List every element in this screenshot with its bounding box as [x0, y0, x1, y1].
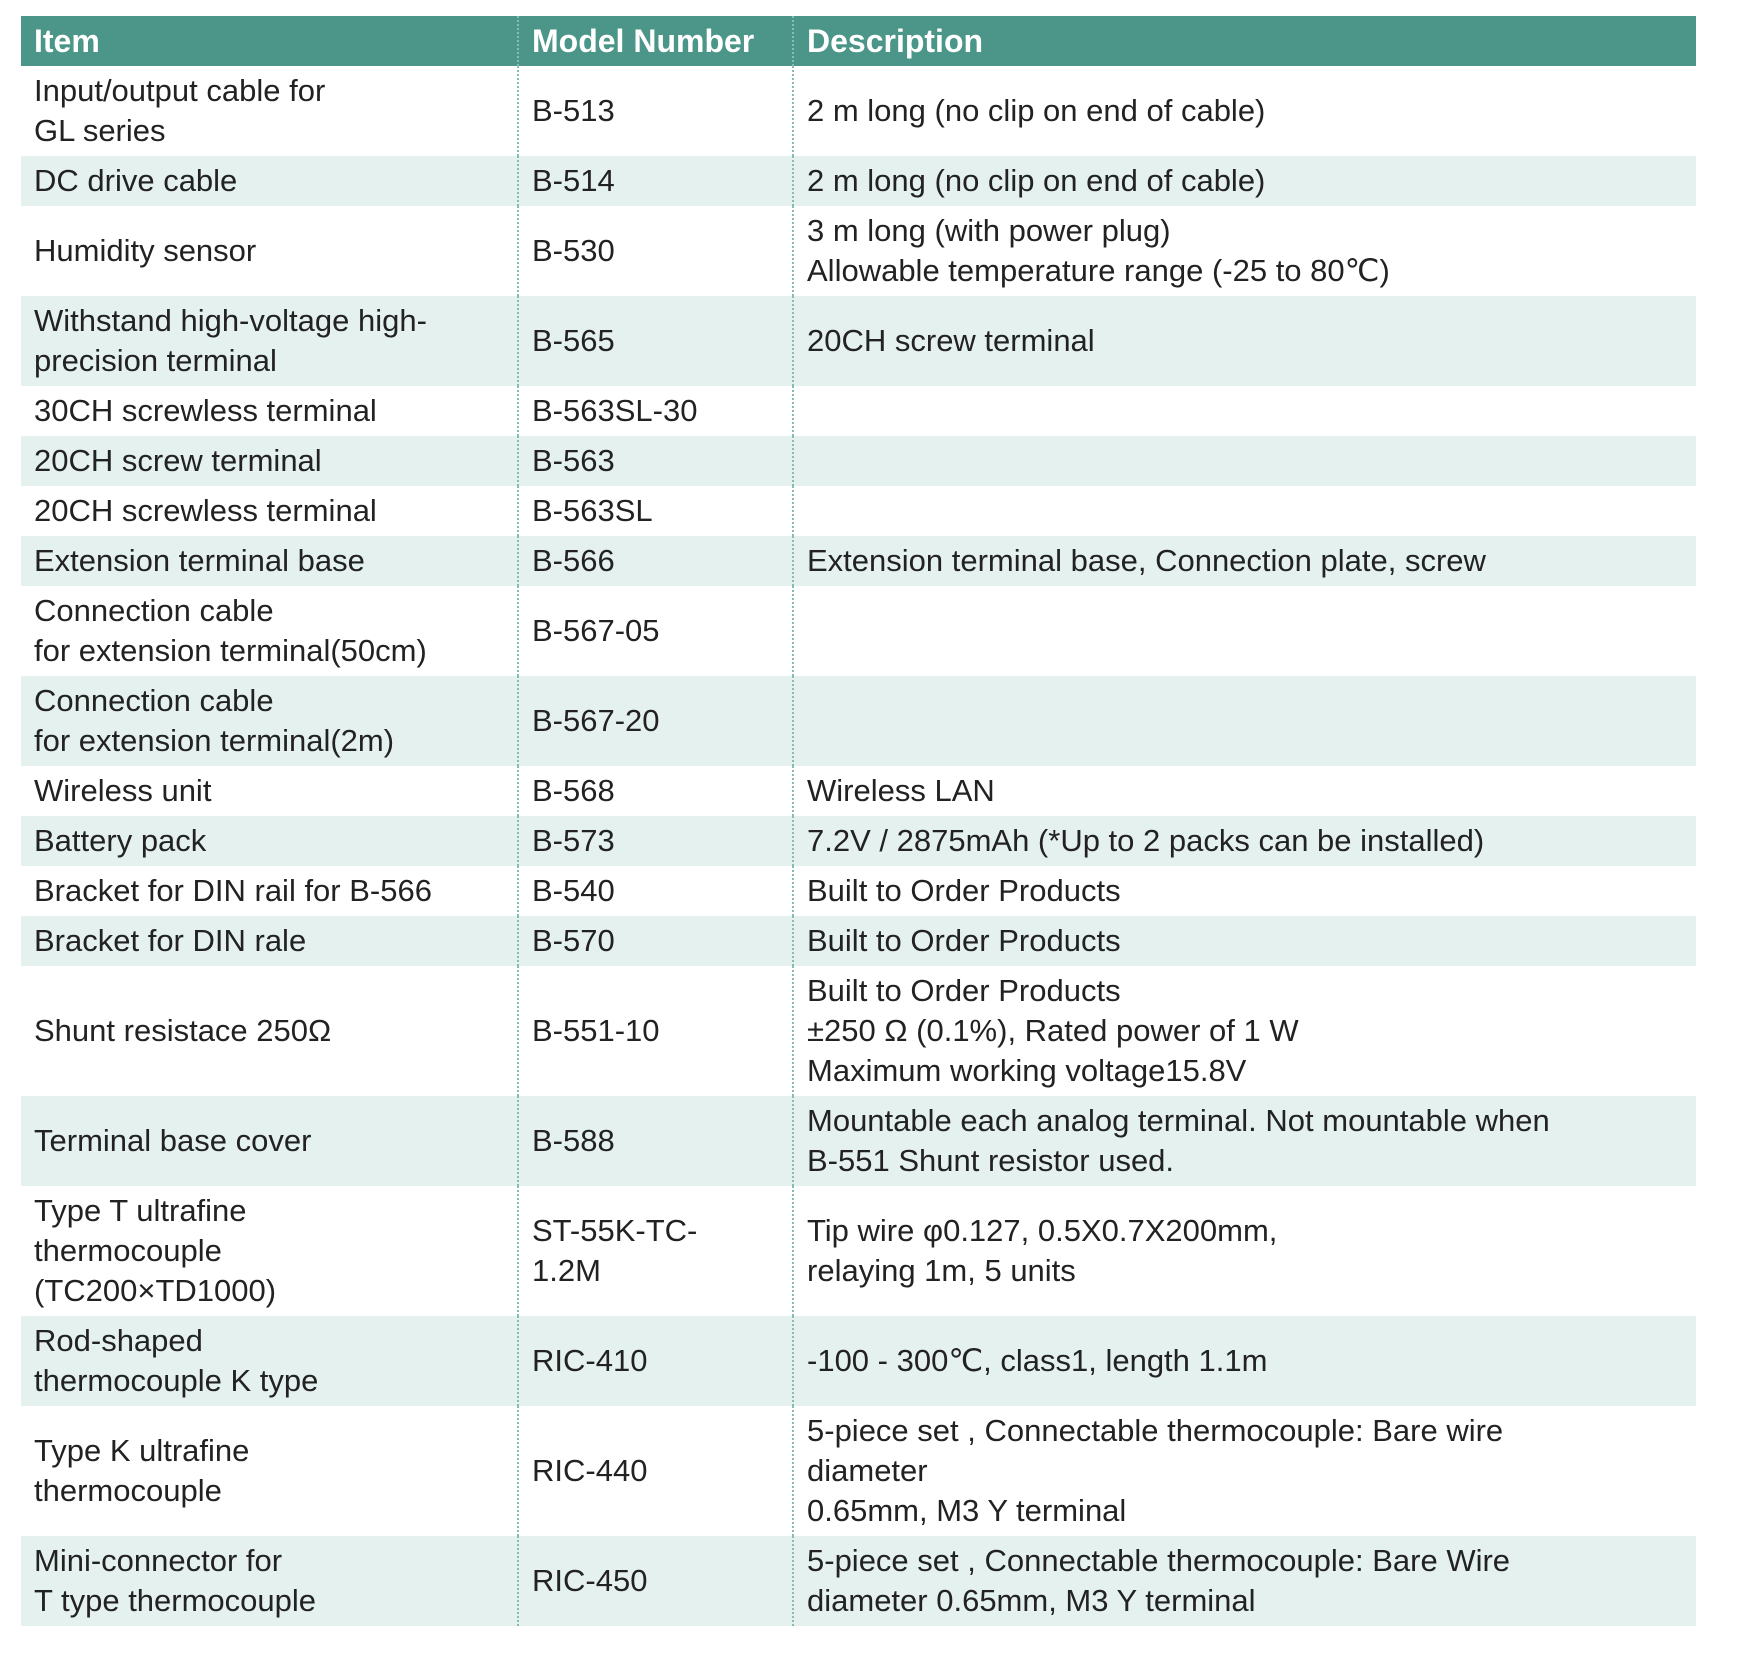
table-row: Mini-connector for T type thermocouple RI… [21, 1536, 1696, 1626]
cell-item: Bracket for DIN rale [34, 923, 307, 958]
cell-item: Input/output cable for GL series [34, 73, 326, 148]
cell-item: Bracket for DIN rail for B-566 [34, 873, 432, 908]
cell-description: Tip wire φ0.127, 0.5X0.7X200mm, relaying… [792, 1186, 1696, 1316]
table-row: Connection cable for extension terminal(… [21, 676, 1696, 766]
cell-description: 5-piece set , Connectable thermocouple: … [792, 1536, 1696, 1626]
table-row: Bracket for DIN rale B-570 Built to Order … [21, 916, 1696, 966]
cell-description: 20CH screw terminal [792, 296, 1696, 386]
cell-model-number: B-551-10 [517, 966, 793, 1096]
table-row: Wireless unit B-568 Wireless LAN [21, 766, 1696, 816]
table-header: Item Model Number Description [21, 16, 1696, 66]
table-row: Shunt resistace 250Ω B-551-10 Built to Ord… [21, 966, 1696, 1096]
table-row: 20CH screwless terminal B-563SL [21, 486, 1696, 536]
cell-item: Withstand high-voltage high- precision t… [34, 303, 427, 378]
header-item: Item [21, 16, 518, 66]
cell-item: Extension terminal base [34, 543, 365, 578]
cell-model-number: B-563SL-30 [517, 386, 793, 436]
cell-description: Mountable each analog terminal. Not moun… [792, 1096, 1696, 1186]
table-row: Bracket for DIN rail for B-566 B-540 Built… [21, 866, 1696, 916]
cell-model-number: RIC-450 [517, 1536, 793, 1626]
cell-model-number: B-530 [517, 206, 793, 296]
accessories-table-container: Item Model Number Description Input/outp… [21, 16, 1696, 1626]
table-row: Extension terminal base B-566 Extension te… [21, 536, 1696, 586]
cell-model-number: B-514 [517, 156, 793, 206]
cell-item: Connection cable for extension terminal(… [34, 683, 395, 758]
cell-description [792, 386, 1696, 436]
table-row: Connection cable for extension terminal(… [21, 586, 1696, 676]
cell-item: Shunt resistace 250Ω [34, 1013, 332, 1048]
header-row: Item Model Number Description [21, 16, 1696, 66]
cell-model-number: B-570 [517, 916, 793, 966]
cell-item: Wireless unit [34, 773, 212, 808]
table-row: Type K ultrafine thermocouple RIC-440 5-pi… [21, 1406, 1696, 1536]
cell-model-number: B-513 [517, 66, 793, 156]
cell-item: Connection cable for extension terminal(… [34, 593, 427, 668]
cell-model-number: B-573 [517, 816, 793, 866]
cell-description: 5-piece set , Connectable thermocouple: … [792, 1406, 1696, 1536]
cell-item: 30CH screwless terminal [34, 393, 377, 428]
accessories-table: Item Model Number Description Input/outp… [21, 16, 1696, 1626]
table-row: Withstand high-voltage high- precision t… [21, 296, 1696, 386]
cell-description [792, 586, 1696, 676]
cell-item: Mini-connector for T type thermocouple [34, 1543, 317, 1618]
cell-model-number: B-588 [517, 1096, 793, 1186]
cell-item: Rod-shaped thermocouple K type [34, 1323, 319, 1398]
cell-item: Type K ultrafine thermocouple [34, 1433, 250, 1508]
table-body: Input/output cable for GL series B-513 2 m… [21, 66, 1696, 1626]
cell-item: 20CH screwless terminal [34, 493, 377, 528]
table-row: Humidity sensor B-530 3 m long (with power… [21, 206, 1696, 296]
cell-description: Built to Order Products [792, 866, 1696, 916]
cell-model-number: ST-55K-TC- 1.2M [517, 1186, 793, 1316]
cell-description: -100 - 300℃, class1, length 1.1m [792, 1316, 1696, 1406]
cell-item: 20CH screw terminal [34, 443, 322, 478]
cell-description: 2 m long (no clip on end of cable) [792, 66, 1696, 156]
cell-description [792, 436, 1696, 486]
cell-description: 3 m long (with power plug) Allowable tem… [792, 206, 1696, 296]
cell-item: Battery pack [34, 823, 207, 858]
table-row: Input/output cable for GL series B-513 2 m… [21, 66, 1696, 156]
cell-model-number: RIC-440 [517, 1406, 793, 1536]
table-row: 20CH screw terminal B-563 [21, 436, 1696, 486]
table-row: 30CH screwless terminal B-563SL-30 [21, 386, 1696, 436]
cell-description: Wireless LAN [792, 766, 1696, 816]
cell-description [792, 486, 1696, 536]
cell-model-number: RIC-410 [517, 1316, 793, 1406]
cell-item: Humidity sensor [34, 233, 257, 268]
table-row: Type T ultrafine thermocouple (TC200×TD1… [21, 1186, 1696, 1316]
table-row: Rod-shaped thermocouple K type RIC-410 -10… [21, 1316, 1696, 1406]
table-row: Battery pack B-573 7.2V / 2875mAh (*Up to … [21, 816, 1696, 866]
cell-model-number: B-566 [517, 536, 793, 586]
cell-description: 7.2V / 2875mAh (*Up to 2 packs can be in… [792, 816, 1696, 866]
cell-item: Terminal base cover [34, 1123, 312, 1158]
header-model-number: Model Number [517, 16, 793, 66]
cell-model-number: B-568 [517, 766, 793, 816]
cell-model-number: B-563SL [517, 486, 793, 536]
header-description: Description [792, 16, 1696, 66]
cell-description: Built to Order Products [792, 916, 1696, 966]
cell-description: Extension terminal base, Connection plat… [792, 536, 1696, 586]
cell-item: Type T ultrafine thermocouple (TC200×TD1… [34, 1193, 277, 1308]
table-row: Terminal base cover B-588 Mountable each a… [21, 1096, 1696, 1186]
cell-description [792, 676, 1696, 766]
cell-model-number: B-567-05 [517, 586, 793, 676]
cell-model-number: B-567-20 [517, 676, 793, 766]
cell-model-number: B-540 [517, 866, 793, 916]
cell-model-number: B-565 [517, 296, 793, 386]
table-row: DC drive cable B-514 2 m long (no clip on … [21, 156, 1696, 206]
cell-description: 2 m long (no clip on end of cable) [792, 156, 1696, 206]
cell-item: DC drive cable [34, 163, 238, 198]
cell-model-number: B-563 [517, 436, 793, 486]
cell-description: Built to Order Products ±250 Ω (0.1%), R… [792, 966, 1696, 1096]
